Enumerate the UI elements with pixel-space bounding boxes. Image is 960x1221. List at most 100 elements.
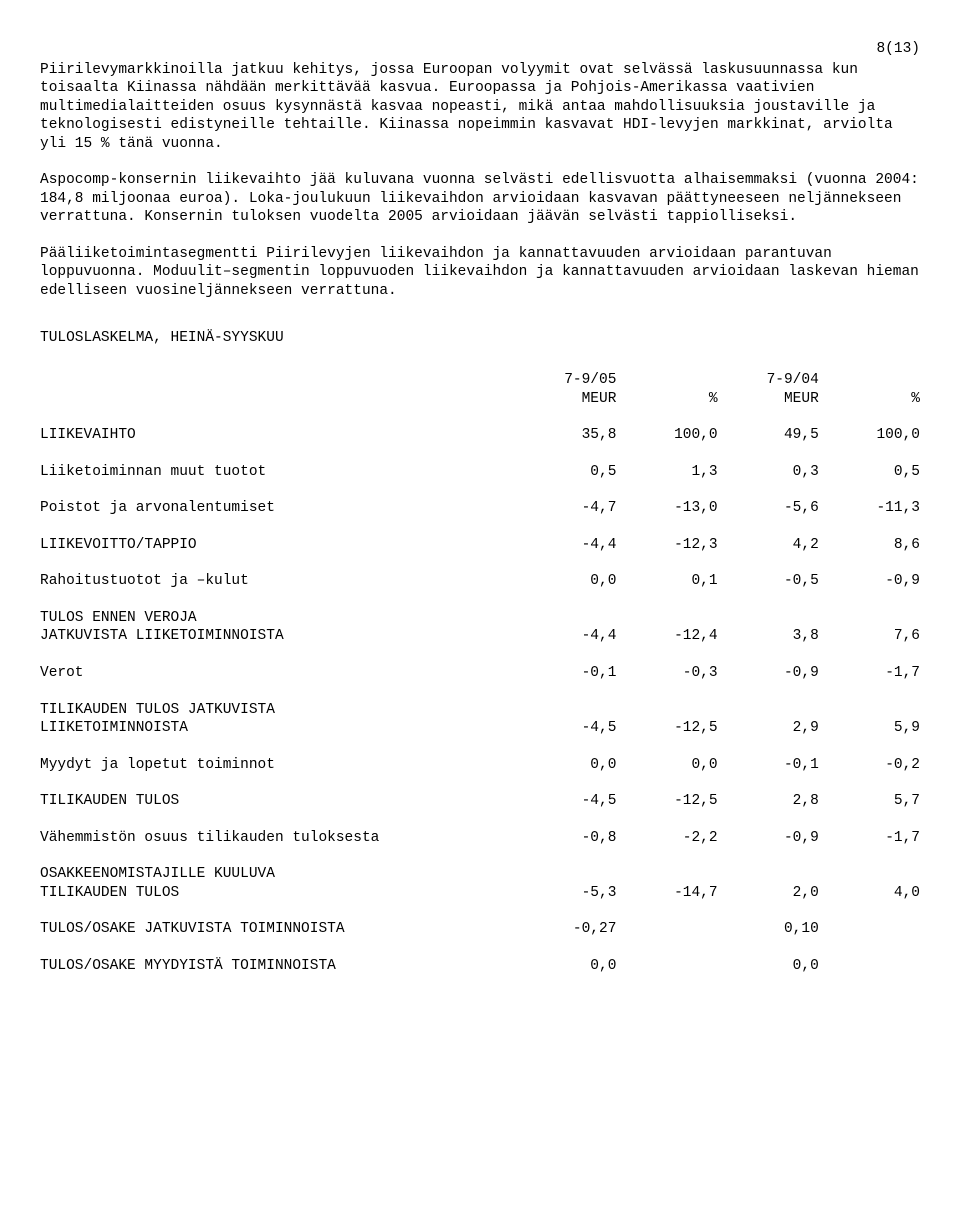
- row-label: TILIKAUDEN TULOS: [40, 884, 515, 903]
- paragraph-2: Aspocomp-konsernin liikevaihto jää kuluv…: [40, 171, 920, 227]
- col-header: 7-9/04: [718, 371, 819, 390]
- cell: -1,7: [819, 829, 920, 848]
- cell: -0,27: [515, 920, 616, 939]
- table-row: LIIKEVAIHTO35,8100,049,5100,0: [40, 426, 920, 445]
- cell: -1,7: [819, 664, 920, 683]
- cell: 100,0: [819, 426, 920, 445]
- cell: -0,1: [515, 664, 616, 683]
- row-label: TULOS/OSAKE JATKUVISTA TOIMINNOISTA: [40, 920, 515, 939]
- cell: 0,10: [718, 920, 819, 939]
- cell: 0,5: [515, 463, 616, 482]
- row-label: Liiketoiminnan muut tuotot: [40, 463, 515, 482]
- table-header-row-2: MEUR % MEUR %: [40, 390, 920, 409]
- cell: -0,1: [718, 756, 819, 775]
- cell: 7,6: [819, 627, 920, 646]
- cell: 49,5: [718, 426, 819, 445]
- table-row: TILIKAUDEN TULOS JATKUVISTA: [40, 701, 920, 720]
- cell: 100,0: [616, 426, 717, 445]
- cell: [616, 920, 717, 939]
- cell: [616, 957, 717, 976]
- cell: 0,0: [515, 756, 616, 775]
- cell: 5,9: [819, 719, 920, 738]
- cell: -2,2: [616, 829, 717, 848]
- row-label: TILIKAUDEN TULOS JATKUVISTA: [40, 701, 515, 720]
- cell: -4,5: [515, 792, 616, 811]
- cell: -0,9: [718, 664, 819, 683]
- cell: -4,4: [515, 627, 616, 646]
- row-label: Verot: [40, 664, 515, 683]
- table-row: OSAKKEENOMISTAJILLE KUULUVA: [40, 865, 920, 884]
- row-label: LIIKEVOITTO/TAPPIO: [40, 536, 515, 555]
- cell: -0,5: [718, 572, 819, 591]
- col-header: 7-9/05: [515, 371, 616, 390]
- table-row: JATKUVISTA LIIKETOIMINNOISTA-4,4-12,43,8…: [40, 627, 920, 646]
- cell: -0,9: [819, 572, 920, 591]
- table-row: TULOS/OSAKE JATKUVISTA TOIMINNOISTA-0,27…: [40, 920, 920, 939]
- cell: 0,0: [616, 756, 717, 775]
- cell: 0,3: [718, 463, 819, 482]
- row-label: JATKUVISTA LIIKETOIMINNOISTA: [40, 627, 515, 646]
- paragraph-3: Pääliiketoimintasegmentti Piirilevyjen l…: [40, 245, 920, 301]
- cell: -14,7: [616, 884, 717, 903]
- cell: -11,3: [819, 499, 920, 518]
- cell: 3,8: [718, 627, 819, 646]
- table-row: TILIKAUDEN TULOS-5,3-14,72,04,0: [40, 884, 920, 903]
- table-row: TULOS ENNEN VEROJA: [40, 609, 920, 628]
- cell: 4,0: [819, 884, 920, 903]
- cell: 0,1: [616, 572, 717, 591]
- cell: -4,5: [515, 719, 616, 738]
- row-label: Poistot ja arvonalentumiset: [40, 499, 515, 518]
- cell: 8,6: [819, 536, 920, 555]
- row-label: Rahoitustuotot ja –kulut: [40, 572, 515, 591]
- cell: 1,3: [616, 463, 717, 482]
- row-label: Vähemmistön osuus tilikauden tuloksesta: [40, 829, 515, 848]
- cell: -0,2: [819, 756, 920, 775]
- table-row: LIIKETOIMINNOISTA-4,5-12,52,95,9: [40, 719, 920, 738]
- table-row: Poistot ja arvonalentumiset-4,7-13,0-5,6…: [40, 499, 920, 518]
- cell: 0,0: [515, 572, 616, 591]
- income-statement-table: 7-9/05 7-9/04 MEUR % MEUR % LIIKEVAIHTO3…: [40, 371, 920, 993]
- cell: 4,2: [718, 536, 819, 555]
- cell: 0,5: [819, 463, 920, 482]
- row-label: Myydyt ja lopetut toiminnot: [40, 756, 515, 775]
- cell: -0,8: [515, 829, 616, 848]
- row-label: LIIKETOIMINNOISTA: [40, 719, 515, 738]
- col-header: MEUR: [718, 390, 819, 409]
- cell: 2,0: [718, 884, 819, 903]
- paragraph-1: Piirilevymarkkinoilla jatkuu kehitys, jo…: [40, 61, 920, 154]
- cell: -0,9: [718, 829, 819, 848]
- cell: -12,4: [616, 627, 717, 646]
- cell: -13,0: [616, 499, 717, 518]
- table-row: TILIKAUDEN TULOS-4,5-12,52,85,7: [40, 792, 920, 811]
- cell: -0,3: [616, 664, 717, 683]
- row-label: TULOS/OSAKE MYYDYISTÄ TOIMINNOISTA: [40, 957, 515, 976]
- cell: 2,9: [718, 719, 819, 738]
- cell: [819, 957, 920, 976]
- col-header: %: [616, 390, 717, 409]
- table-title: TULOSLASKELMA, HEINÄ-SYYSKUU: [40, 329, 920, 348]
- cell: -4,7: [515, 499, 616, 518]
- row-label: TILIKAUDEN TULOS: [40, 792, 515, 811]
- cell: -5,6: [718, 499, 819, 518]
- row-label: TULOS ENNEN VEROJA: [40, 609, 515, 628]
- cell: -12,3: [616, 536, 717, 555]
- table-row: LIIKEVOITTO/TAPPIO-4,4-12,34,28,6: [40, 536, 920, 555]
- cell: 2,8: [718, 792, 819, 811]
- col-header: %: [819, 390, 920, 409]
- cell: -12,5: [616, 719, 717, 738]
- cell: 0,0: [515, 957, 616, 976]
- col-header: MEUR: [515, 390, 616, 409]
- table-row: TULOS/OSAKE MYYDYISTÄ TOIMINNOISTA0,00,0: [40, 957, 920, 976]
- cell: -5,3: [515, 884, 616, 903]
- table-row: Verot-0,1-0,3-0,9-1,7: [40, 664, 920, 683]
- table-row: Rahoitustuotot ja –kulut0,00,1-0,5-0,9: [40, 572, 920, 591]
- table-row: Vähemmistön osuus tilikauden tuloksesta-…: [40, 829, 920, 848]
- cell: -4,4: [515, 536, 616, 555]
- cell: -12,5: [616, 792, 717, 811]
- cell: 0,0: [718, 957, 819, 976]
- cell: 5,7: [819, 792, 920, 811]
- table-row: Myydyt ja lopetut toiminnot0,00,0-0,1-0,…: [40, 756, 920, 775]
- page-number: 8(13): [40, 40, 920, 59]
- cell: 35,8: [515, 426, 616, 445]
- table-row: Liiketoiminnan muut tuotot0,51,30,30,5: [40, 463, 920, 482]
